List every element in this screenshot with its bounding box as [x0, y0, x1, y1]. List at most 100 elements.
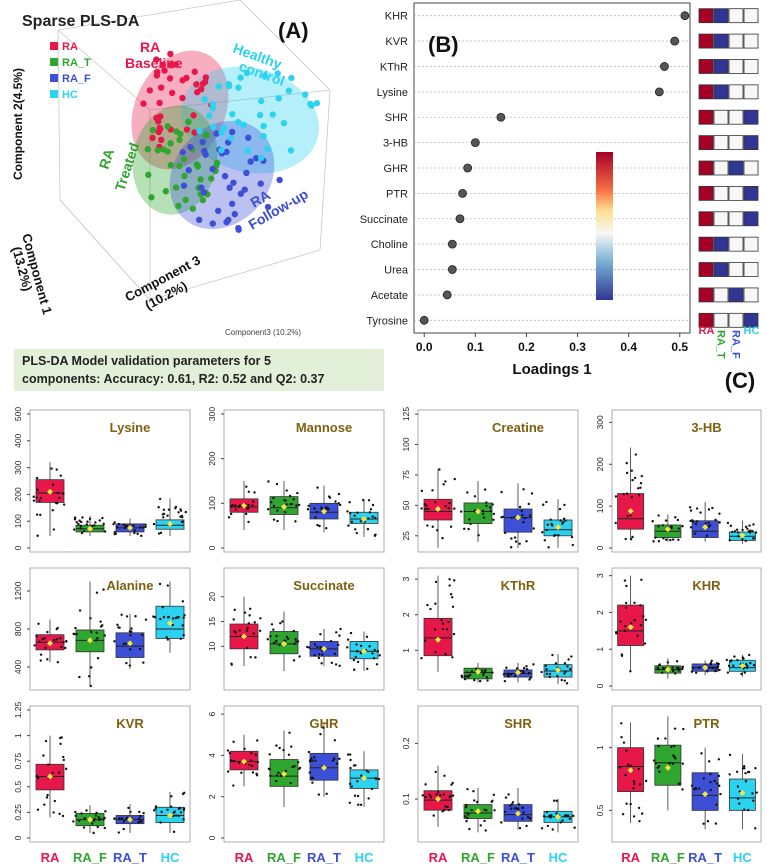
loadings-tick-label: 0.5 [671, 340, 688, 354]
boxplot-point [747, 530, 750, 533]
boxplot-point [327, 495, 331, 498]
boxplot-point [294, 637, 297, 641]
scatter-point-ra-t [167, 161, 174, 169]
boxplot-point [125, 615, 129, 618]
scatter-point-ra-f [202, 151, 209, 158]
boxplot-point [738, 802, 741, 805]
boxplot-mean [435, 636, 441, 643]
boxplot-point [182, 633, 185, 637]
boxplot-point [672, 744, 676, 748]
boxplot-mean [515, 514, 521, 521]
heatmap-cell [713, 8, 729, 24]
boxplot-point [61, 814, 65, 818]
heatmap-cell [698, 236, 714, 252]
boxplot-point [466, 491, 469, 494]
boxplot-point [318, 653, 321, 656]
boxplot-point [503, 679, 507, 683]
boxplot-point [706, 670, 709, 673]
scatter-point-ra [155, 128, 162, 136]
heatmap-cell [698, 84, 714, 100]
heatmap-cell [713, 262, 729, 277]
loadings-category-label: KVR [385, 36, 408, 48]
boxplot-point [743, 671, 747, 674]
scatter-point-hc [264, 145, 271, 153]
boxplot-point [633, 782, 636, 786]
boxplot-point [289, 503, 292, 506]
boxplot-point [752, 523, 755, 526]
scatter-point-hc [240, 121, 247, 129]
boxplot-ytick-label: 100 [207, 496, 217, 510]
scatter-point-ra-t [176, 136, 183, 144]
boxplot-panel-lysine: 0 100 200 300 400 500 Lysine [13, 407, 191, 553]
boxplot-point [488, 506, 492, 509]
boxplot-point [256, 760, 260, 764]
boxplot-point [247, 503, 250, 507]
boxplot-ytick-label: 100 [13, 514, 23, 528]
boxplot-point [356, 511, 359, 514]
boxplot-point [139, 526, 142, 529]
boxplot-point [463, 677, 467, 681]
heatmap-column-label: RA_F [730, 330, 742, 359]
boxplot-point [230, 505, 233, 508]
scatter-point-hc [260, 132, 267, 140]
scatter-point-hc [285, 87, 293, 94]
boxplot-point [258, 629, 262, 633]
boxplot-point [451, 605, 455, 608]
loadings-point [455, 214, 465, 224]
boxplot-point [522, 666, 526, 670]
boxplot-point [624, 606, 628, 609]
boxplot-point [706, 820, 710, 823]
boxplot-ytick-label: 500 [13, 407, 23, 421]
boxplot-point [434, 501, 437, 504]
scatter-point-ra-f [230, 179, 237, 186]
boxplot-point [226, 749, 230, 752]
boxplot-point [550, 814, 553, 817]
boxplot-point [233, 608, 236, 612]
scatter-point-ra [155, 118, 162, 125]
boxplot-point [307, 750, 311, 754]
boxplot-panel-ghr: 0 2 4 6 GHR RA RA_F RA_T HC [207, 705, 385, 865]
boxplot-point [484, 669, 487, 672]
scatter-point-hc [234, 118, 242, 126]
boxplot-group-label: RA_F [73, 850, 107, 865]
boxplot-group-label: RA_T [688, 850, 722, 865]
scatter-point-ra-t [182, 196, 189, 204]
boxplot-point [367, 770, 370, 774]
boxplot-point [444, 504, 447, 508]
boxplot-point [51, 771, 54, 775]
boxplot-point [639, 486, 642, 489]
boxplot-point [291, 765, 294, 769]
boxplot-point [153, 615, 157, 619]
boxplot-point [431, 489, 434, 492]
boxplot-point [547, 546, 550, 549]
boxplot-mean [515, 669, 521, 676]
boxplot-point [730, 659, 733, 662]
boxplot-point [79, 527, 82, 530]
boxplot-point [460, 510, 463, 513]
heatmap-cell [728, 135, 744, 151]
boxplot-group-label: RA_F [651, 850, 685, 865]
loadings-tick-label: 0.2 [518, 340, 535, 354]
boxplot-point [153, 809, 156, 812]
boxplot-point [656, 766, 659, 770]
boxplot-mean [361, 515, 367, 522]
boxplot-point [319, 732, 322, 736]
boxplot-point [251, 771, 255, 774]
boxplot-point [532, 663, 535, 666]
boxplot-point [479, 824, 482, 827]
boxplot-point [448, 795, 451, 799]
boxplot-point [752, 799, 755, 802]
boxplot-point [672, 754, 675, 757]
boxplot-mean [555, 524, 561, 531]
boxplot-point [79, 524, 83, 528]
boxplot-point [742, 808, 746, 811]
boxplot-group-label: RA [235, 850, 254, 865]
boxplot-mean [47, 773, 53, 780]
boxplot-point [238, 629, 242, 632]
boxplot-point [158, 582, 162, 586]
boxplot-point [160, 810, 163, 814]
boxplot-title: GHR [310, 716, 340, 731]
boxplot-mean [321, 764, 327, 771]
boxplot-point [182, 808, 186, 812]
boxplot-point [254, 753, 257, 756]
